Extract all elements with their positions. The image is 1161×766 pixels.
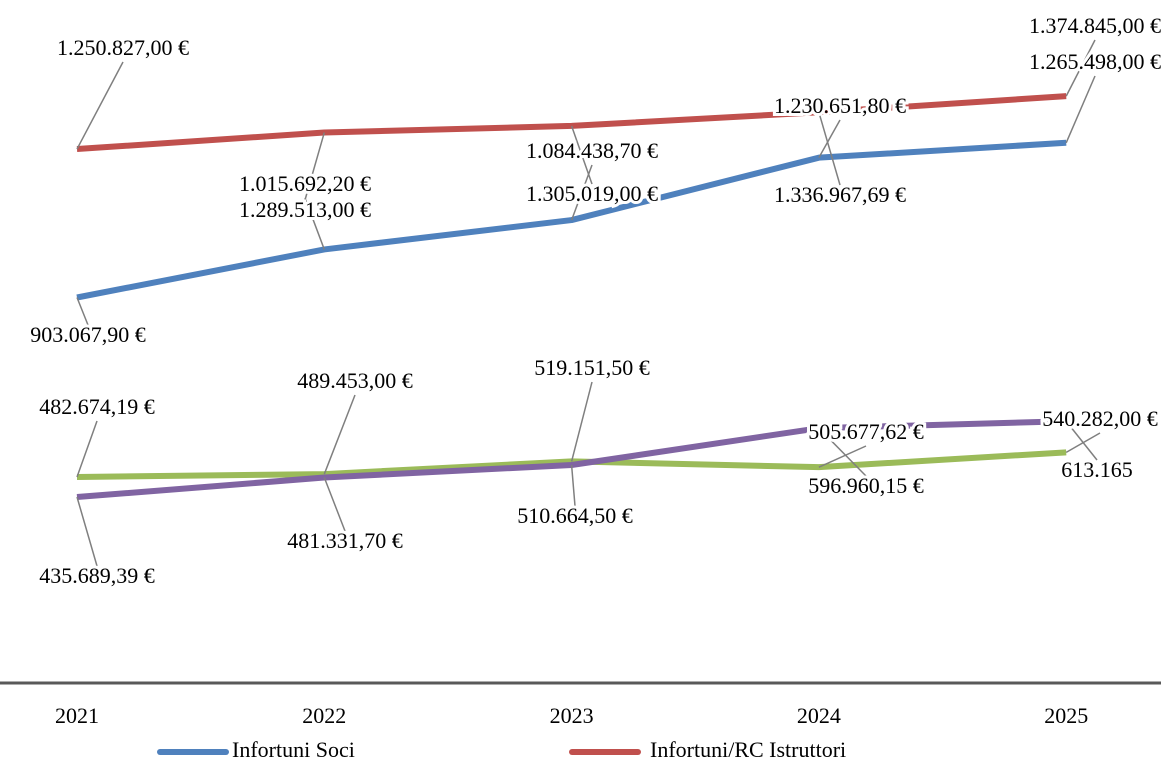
data-label: 482.674,19 € — [39, 394, 155, 419]
data-label: 613.165 — [1061, 457, 1133, 482]
data-label: 540.282,00 € — [1042, 406, 1158, 431]
legend-label: Infortuni/RC Istruttori — [650, 737, 846, 762]
data-label: 489.453,00 € — [297, 368, 413, 393]
leader-line — [1065, 75, 1096, 144]
legend-label: Infortuni Soci — [232, 737, 355, 762]
leader-line — [570, 125, 593, 185]
leader-line — [818, 427, 867, 477]
data-label: 510.664,50 € — [517, 503, 633, 528]
data-label: 1.250.827,00 € — [57, 35, 189, 60]
data-label: 1.305.019,00 € — [526, 181, 658, 206]
data-label: 1.015.692,20 € — [239, 171, 371, 196]
x-tick-label: 2022 — [302, 703, 346, 728]
data-label: 435.689,39 € — [39, 563, 155, 588]
data-label: 596.960,15 € — [808, 473, 924, 498]
leader-line — [304, 132, 326, 201]
data-label: 481.331,70 € — [287, 528, 403, 553]
x-tick-label: 2025 — [1044, 703, 1088, 728]
data-label: 1.265.498,00 € — [1029, 49, 1161, 74]
data-label: 505.677,62 € — [808, 419, 924, 444]
leader-line — [76, 61, 124, 150]
x-tick-label: 2024 — [797, 703, 841, 728]
leader-line — [76, 420, 98, 478]
data-label: 1.289.513,00 € — [239, 197, 371, 222]
leader-line — [1065, 39, 1096, 97]
leader-line — [323, 477, 346, 532]
x-tick-label: 2021 — [55, 703, 99, 728]
leader-line — [570, 464, 576, 507]
series-line — [76, 139, 1067, 301]
leader-line — [818, 112, 841, 186]
leader-line — [76, 297, 89, 326]
leader-line — [76, 496, 98, 567]
leader-line — [818, 119, 841, 159]
data-label: 1.230.651,80 € — [774, 93, 906, 118]
leader-line — [323, 394, 356, 475]
leader-line — [818, 445, 867, 468]
data-label: 1.336.967,69 € — [774, 182, 906, 207]
leader-line — [304, 197, 326, 250]
data-label: 519.151,50 € — [534, 355, 650, 380]
leader-line — [570, 381, 593, 462]
leader-line — [1065, 420, 1098, 461]
data-label: 1.374.845,00 € — [1029, 13, 1161, 38]
data-label: 1.084.438,70 € — [526, 138, 658, 163]
x-tick-label: 2023 — [550, 703, 594, 728]
data-label: 903.067,90 € — [30, 322, 146, 347]
